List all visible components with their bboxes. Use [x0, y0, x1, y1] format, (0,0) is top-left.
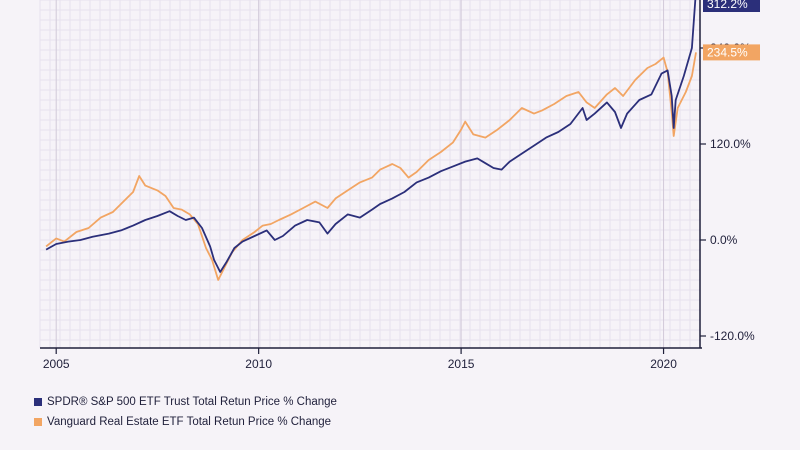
- legend-label: Vanguard Real Estate ETF Total Retun Pri…: [47, 416, 332, 428]
- y-axis-ticks: 240.0% 120.0% 0.0% -120.0%: [700, 41, 755, 343]
- legend-swatch: [34, 398, 42, 406]
- y-tick-label: 0.0%: [710, 233, 738, 247]
- series-layer: [45, 0, 697, 281]
- legend-label: SPDR® S&P 500 ETF Trust Total Retun Pric…: [47, 396, 337, 408]
- end-value-badges: 312.2% 234.5%: [703, 0, 760, 61]
- series-line-vnq: [45, 52, 697, 281]
- x-tick-label: 2015: [448, 357, 475, 371]
- legend-item-vnq: Vanguard Real Estate ETF Total Retun Pri…: [34, 412, 337, 432]
- end-value-badge-bg: [703, 0, 760, 12]
- end-value-badge-vnq: 234.5%: [707, 45, 748, 59]
- end-value-badge-spy: 312.2%: [707, 0, 748, 11]
- legend: SPDR® S&P 500 ETF Trust Total Retun Pric…: [34, 392, 337, 432]
- x-axis-ticks: 2005 2010 2015 2020: [43, 348, 677, 371]
- legend-item-spy: SPDR® S&P 500 ETF Trust Total Retun Pric…: [34, 392, 337, 412]
- x-tick-label: 2020: [650, 357, 677, 371]
- y-tick-label: -120.0%: [710, 329, 755, 343]
- end-value-badge-bg: [703, 44, 760, 61]
- x-tick-label: 2005: [43, 357, 70, 371]
- y-tick-label: 120.0%: [710, 137, 751, 151]
- grid: [39, 0, 701, 348]
- x-tick-label: 2010: [245, 357, 272, 371]
- axes: [40, 0, 702, 349]
- series-line-spy: [45, 0, 697, 273]
- legend-swatch: [34, 418, 42, 426]
